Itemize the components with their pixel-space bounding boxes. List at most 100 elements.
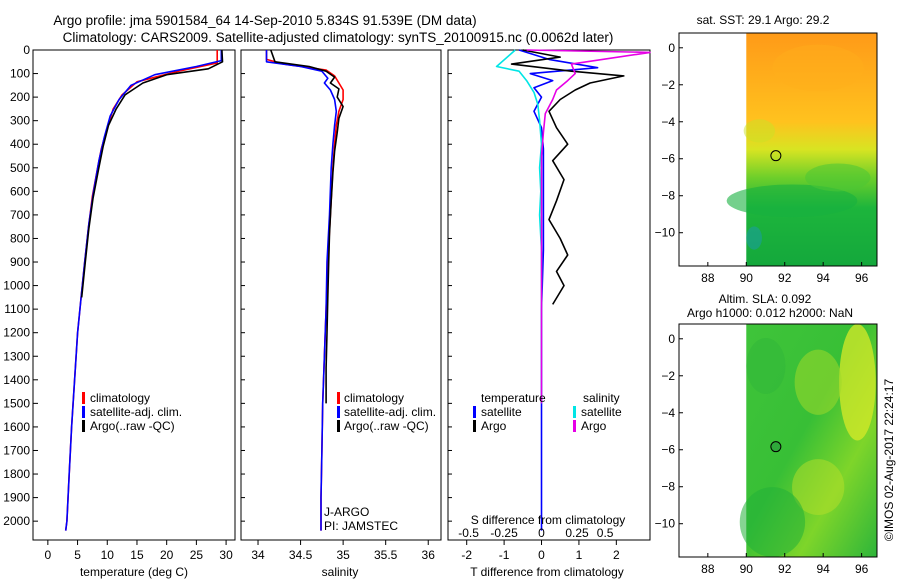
legend-swatch-climatology xyxy=(337,392,340,404)
y-tick-label: 300 xyxy=(10,114,30,128)
x-tick-label-s: -0.5 xyxy=(458,526,479,540)
y-tick-label: 1100 xyxy=(4,302,30,316)
x-tick-label: 10 xyxy=(101,548,115,562)
x-tick-label: 1 xyxy=(576,548,583,562)
x-tick-label: 96 xyxy=(855,271,869,285)
map-data-patch xyxy=(746,226,762,250)
y-tick-label: 500 xyxy=(10,161,30,175)
x-tick-label: 5 xyxy=(74,548,81,562)
x-tick-label: 92 xyxy=(778,562,792,576)
y-tick-label: 1000 xyxy=(3,279,30,293)
plot-frame xyxy=(32,49,236,541)
legend-swatch-satellite xyxy=(82,406,85,418)
map-frame xyxy=(678,323,878,558)
x-tick-label: 88 xyxy=(701,271,715,285)
y-tick-label: 0 xyxy=(668,41,675,55)
salinity-legend: climatology satellite-adj. clim. Argo(..… xyxy=(337,391,436,433)
legend-label-argo: Argo(..raw -QC) xyxy=(90,419,175,433)
y-tick-label: −10 xyxy=(655,226,676,240)
imos-credit: ©IMOS 02-Aug-2017 22:24:17 xyxy=(882,379,896,542)
x-tick-label: 90 xyxy=(740,562,754,576)
temperature-xlabel: temperature (deg C) xyxy=(80,565,188,579)
y-tick-label: 900 xyxy=(10,255,30,269)
legend-title-temperature: temperature xyxy=(481,391,546,405)
difference-legend: temperature satellite Argo salinity sate… xyxy=(473,391,622,433)
legend-label-satellite: satellite-adj. clim. xyxy=(344,405,436,419)
x-tick-label: 25 xyxy=(190,548,204,562)
x-tick-label-s: 0 xyxy=(538,526,545,540)
map-data-patch xyxy=(726,184,858,218)
temperature-panel: temperature (deg C) climatology satellit… xyxy=(3,43,236,579)
map-data-patch xyxy=(746,337,786,394)
map-data-field xyxy=(746,33,877,266)
x-tick-label: 36 xyxy=(422,548,436,562)
legend-swatch-s-satellite xyxy=(573,406,576,418)
legend-swatch-satellite xyxy=(337,406,340,418)
x-tick-label: 94 xyxy=(816,271,830,285)
y-tick-label: −8 xyxy=(661,189,675,203)
legend-swatch-climatology xyxy=(82,392,85,404)
y-tick-label: 100 xyxy=(10,67,30,81)
map-data-patch xyxy=(739,487,806,557)
legend-label-s-argo: Argo xyxy=(581,419,607,433)
argo-position-marker xyxy=(770,441,782,453)
x-tick-label: 90 xyxy=(740,271,754,285)
series-line-s-argo xyxy=(526,49,651,404)
plot-frame xyxy=(240,49,442,541)
y-tick-label: −6 xyxy=(661,152,675,166)
salinity-xlabel: salinity xyxy=(322,565,359,579)
map-data-patch xyxy=(805,163,871,192)
sst-map-title: sat. SST: 29.1 Argo: 29.2 xyxy=(697,13,830,27)
x-tick-label: 35.5 xyxy=(374,548,398,562)
y-tick-label: 1800 xyxy=(3,467,30,481)
x-tick-label: 96 xyxy=(855,562,869,576)
series-line-argo xyxy=(270,49,344,404)
legend-swatch-argo xyxy=(82,420,85,432)
map-data-patch xyxy=(794,349,842,415)
figure-title-line2: Climatology: CARS2009. Satellite-adjuste… xyxy=(63,30,614,45)
x-tick-label-s: -0.25 xyxy=(490,526,518,540)
y-tick-label: 1700 xyxy=(3,443,30,457)
x-tick-label: 35 xyxy=(336,548,350,562)
y-tick-label: −10 xyxy=(655,517,676,531)
series-line-t-argo xyxy=(510,49,625,305)
y-tick-label: 1600 xyxy=(3,420,30,434)
x-tick-label: 0 xyxy=(45,548,52,562)
float-program-label: J-ARGO xyxy=(324,505,369,519)
y-tick-label: 1900 xyxy=(3,491,30,505)
legend-swatch-t-argo xyxy=(473,420,476,432)
x-tick-label: -2 xyxy=(461,548,472,562)
x-tick-label-s: 0.5 xyxy=(597,526,614,540)
map-data-patch xyxy=(743,119,776,143)
x-tick-label: 34 xyxy=(251,548,265,562)
y-tick-label: −4 xyxy=(661,406,675,420)
legend-title-salinity: salinity xyxy=(583,391,620,405)
y-tick-label: −2 xyxy=(661,369,675,383)
map-data-patch xyxy=(839,324,876,441)
y-tick-label: 200 xyxy=(10,90,30,104)
legend-label-argo: Argo(..raw -QC) xyxy=(344,419,429,433)
legend-label-climatology: climatology xyxy=(90,391,150,405)
x-tick-label: 2 xyxy=(613,548,620,562)
y-tick-label: −6 xyxy=(661,443,675,457)
figure-title-line1: Argo profile: jma 5901584_64 14-Sep-2010… xyxy=(53,13,476,28)
y-tick-label: 0 xyxy=(668,332,675,346)
y-tick-label: 2000 xyxy=(3,514,30,528)
y-tick-label: −4 xyxy=(661,115,675,129)
legend-label-t-argo: Argo xyxy=(481,419,507,433)
pi-label: PI: JAMSTEC xyxy=(324,519,398,533)
legend-label-t-satellite: satellite xyxy=(481,405,522,419)
difference-panel: T difference from climatology S differen… xyxy=(447,49,651,579)
x-tick-label: 94 xyxy=(816,562,830,576)
y-tick-label: 1400 xyxy=(3,373,30,387)
salinity-panel: salinity climatology satellite-adj. clim… xyxy=(240,49,442,579)
legend-label-s-satellite: satellite xyxy=(581,405,622,419)
y-tick-label: 1200 xyxy=(3,326,30,340)
sla-map-title-line1: Altim. SLA: 0.092 xyxy=(719,292,812,306)
sla-map-panel: Altim. SLA: 0.092 Argo h1000: 0.012 h200… xyxy=(655,292,878,576)
difference-xlabel-s: S difference from climatology xyxy=(471,513,626,527)
legend-label-climatology: climatology xyxy=(344,391,404,405)
x-tick-label-s: 0.25 xyxy=(565,526,589,540)
y-tick-label: 600 xyxy=(10,184,30,198)
